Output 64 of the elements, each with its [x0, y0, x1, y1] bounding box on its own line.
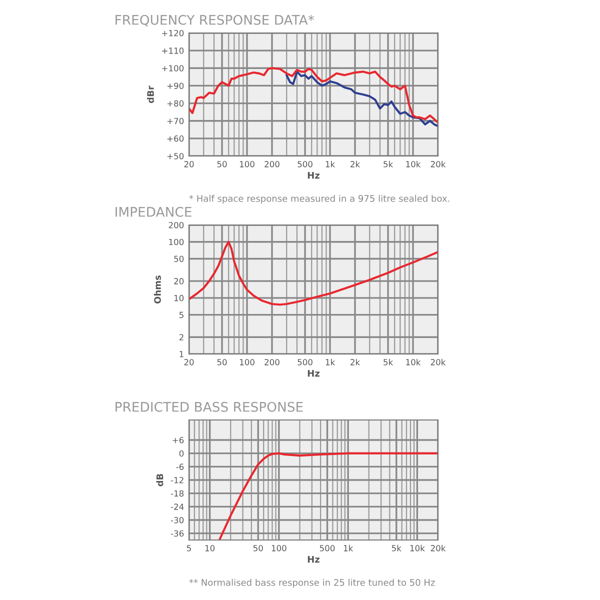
y-tick-label: +110	[162, 48, 184, 54]
y-tick-label: 20	[174, 278, 184, 284]
x-tick-label: 200	[264, 161, 280, 168]
x-tick-label: 2k	[350, 358, 360, 366]
x-tick-label: 100	[272, 545, 286, 552]
x-tick-label: 50	[217, 161, 227, 168]
y-tick-label: +90	[167, 82, 184, 89]
x-tick-label: 10k	[406, 358, 421, 366]
y-tick-label: -6	[176, 464, 184, 470]
x-axis-title: Hz	[308, 556, 320, 563]
y-tick-label: +60	[167, 135, 184, 142]
y-tick-label: -12	[170, 476, 184, 484]
x-tick-label: 10k	[406, 160, 421, 168]
y-tick-label: 1	[180, 351, 184, 358]
x-axis-title: Hz	[308, 172, 320, 179]
x-tick-label: 100	[240, 359, 254, 366]
x-tick-label: 50	[253, 545, 263, 552]
x-tick-label: 5k	[384, 358, 394, 366]
y-axis-title: dB	[156, 474, 164, 486]
y-tick-label: 200	[168, 222, 184, 228]
y-axis-title: Ohms	[154, 275, 161, 304]
x-tick-label: 200	[264, 359, 280, 366]
y-tick-label: +120	[162, 30, 184, 36]
x-tick-label: 20	[184, 161, 194, 168]
y-tick-label: -24	[170, 504, 184, 510]
y-tick-label: 50	[174, 256, 184, 262]
y-tick-label: +6	[172, 436, 184, 444]
y-tick-label: 5	[179, 312, 184, 318]
chart-title: IMPEDANCE	[116, 206, 192, 217]
x-tick-label: 1k	[326, 160, 336, 168]
x-tick-label: 20k	[430, 160, 446, 168]
x-tick-label: 500	[298, 359, 312, 366]
y-tick-label: +100	[162, 65, 184, 72]
chart-title: PREDICTED BASS RESPONSE	[116, 402, 303, 412]
x-tick-label: 1k	[344, 544, 354, 552]
y-tick-label: -36	[170, 530, 184, 537]
y-tick-label: 2	[179, 334, 184, 340]
chart-title: FREQUENCY RESPONSE DATA*	[116, 14, 314, 26]
x-tick-label: 5k	[384, 160, 394, 168]
y-axis-title: dBr	[146, 86, 154, 103]
y-tick-label: +80	[167, 100, 184, 107]
y-tick-label: -30	[170, 516, 184, 524]
x-tick-label: 500	[320, 545, 335, 552]
x-tick-label: 5k	[392, 544, 402, 552]
x-tick-label: 500	[298, 161, 312, 168]
x-tick-label: 20k	[430, 544, 446, 552]
x-tick-label: 1k	[326, 358, 336, 366]
x-tick-label: 10	[205, 545, 215, 552]
x-tick-label: 10k	[410, 544, 425, 552]
x-tick-label: 5	[186, 545, 191, 552]
x-tick-label: 50	[217, 359, 227, 366]
y-tick-label: 10	[174, 294, 184, 302]
y-tick-label: -18	[170, 490, 184, 497]
text: ** Normalised bass response in 25 litre tuned to 50 Hz	[189, 578, 435, 588]
y-tick-label: 0	[179, 450, 184, 457]
y-tick-label: +50	[167, 152, 184, 160]
x-tick-label: 2k	[350, 160, 360, 168]
x-tick-label: 100	[240, 161, 254, 168]
text: * Half space response measured in a 975 litre sealed box.	[189, 194, 450, 204]
x-tick-label: 20	[184, 359, 194, 366]
y-tick-label: +70	[167, 118, 184, 124]
x-axis-title: Hz	[308, 370, 320, 377]
y-tick-label: 100	[169, 238, 184, 246]
x-tick-label: 20k	[430, 358, 446, 366]
